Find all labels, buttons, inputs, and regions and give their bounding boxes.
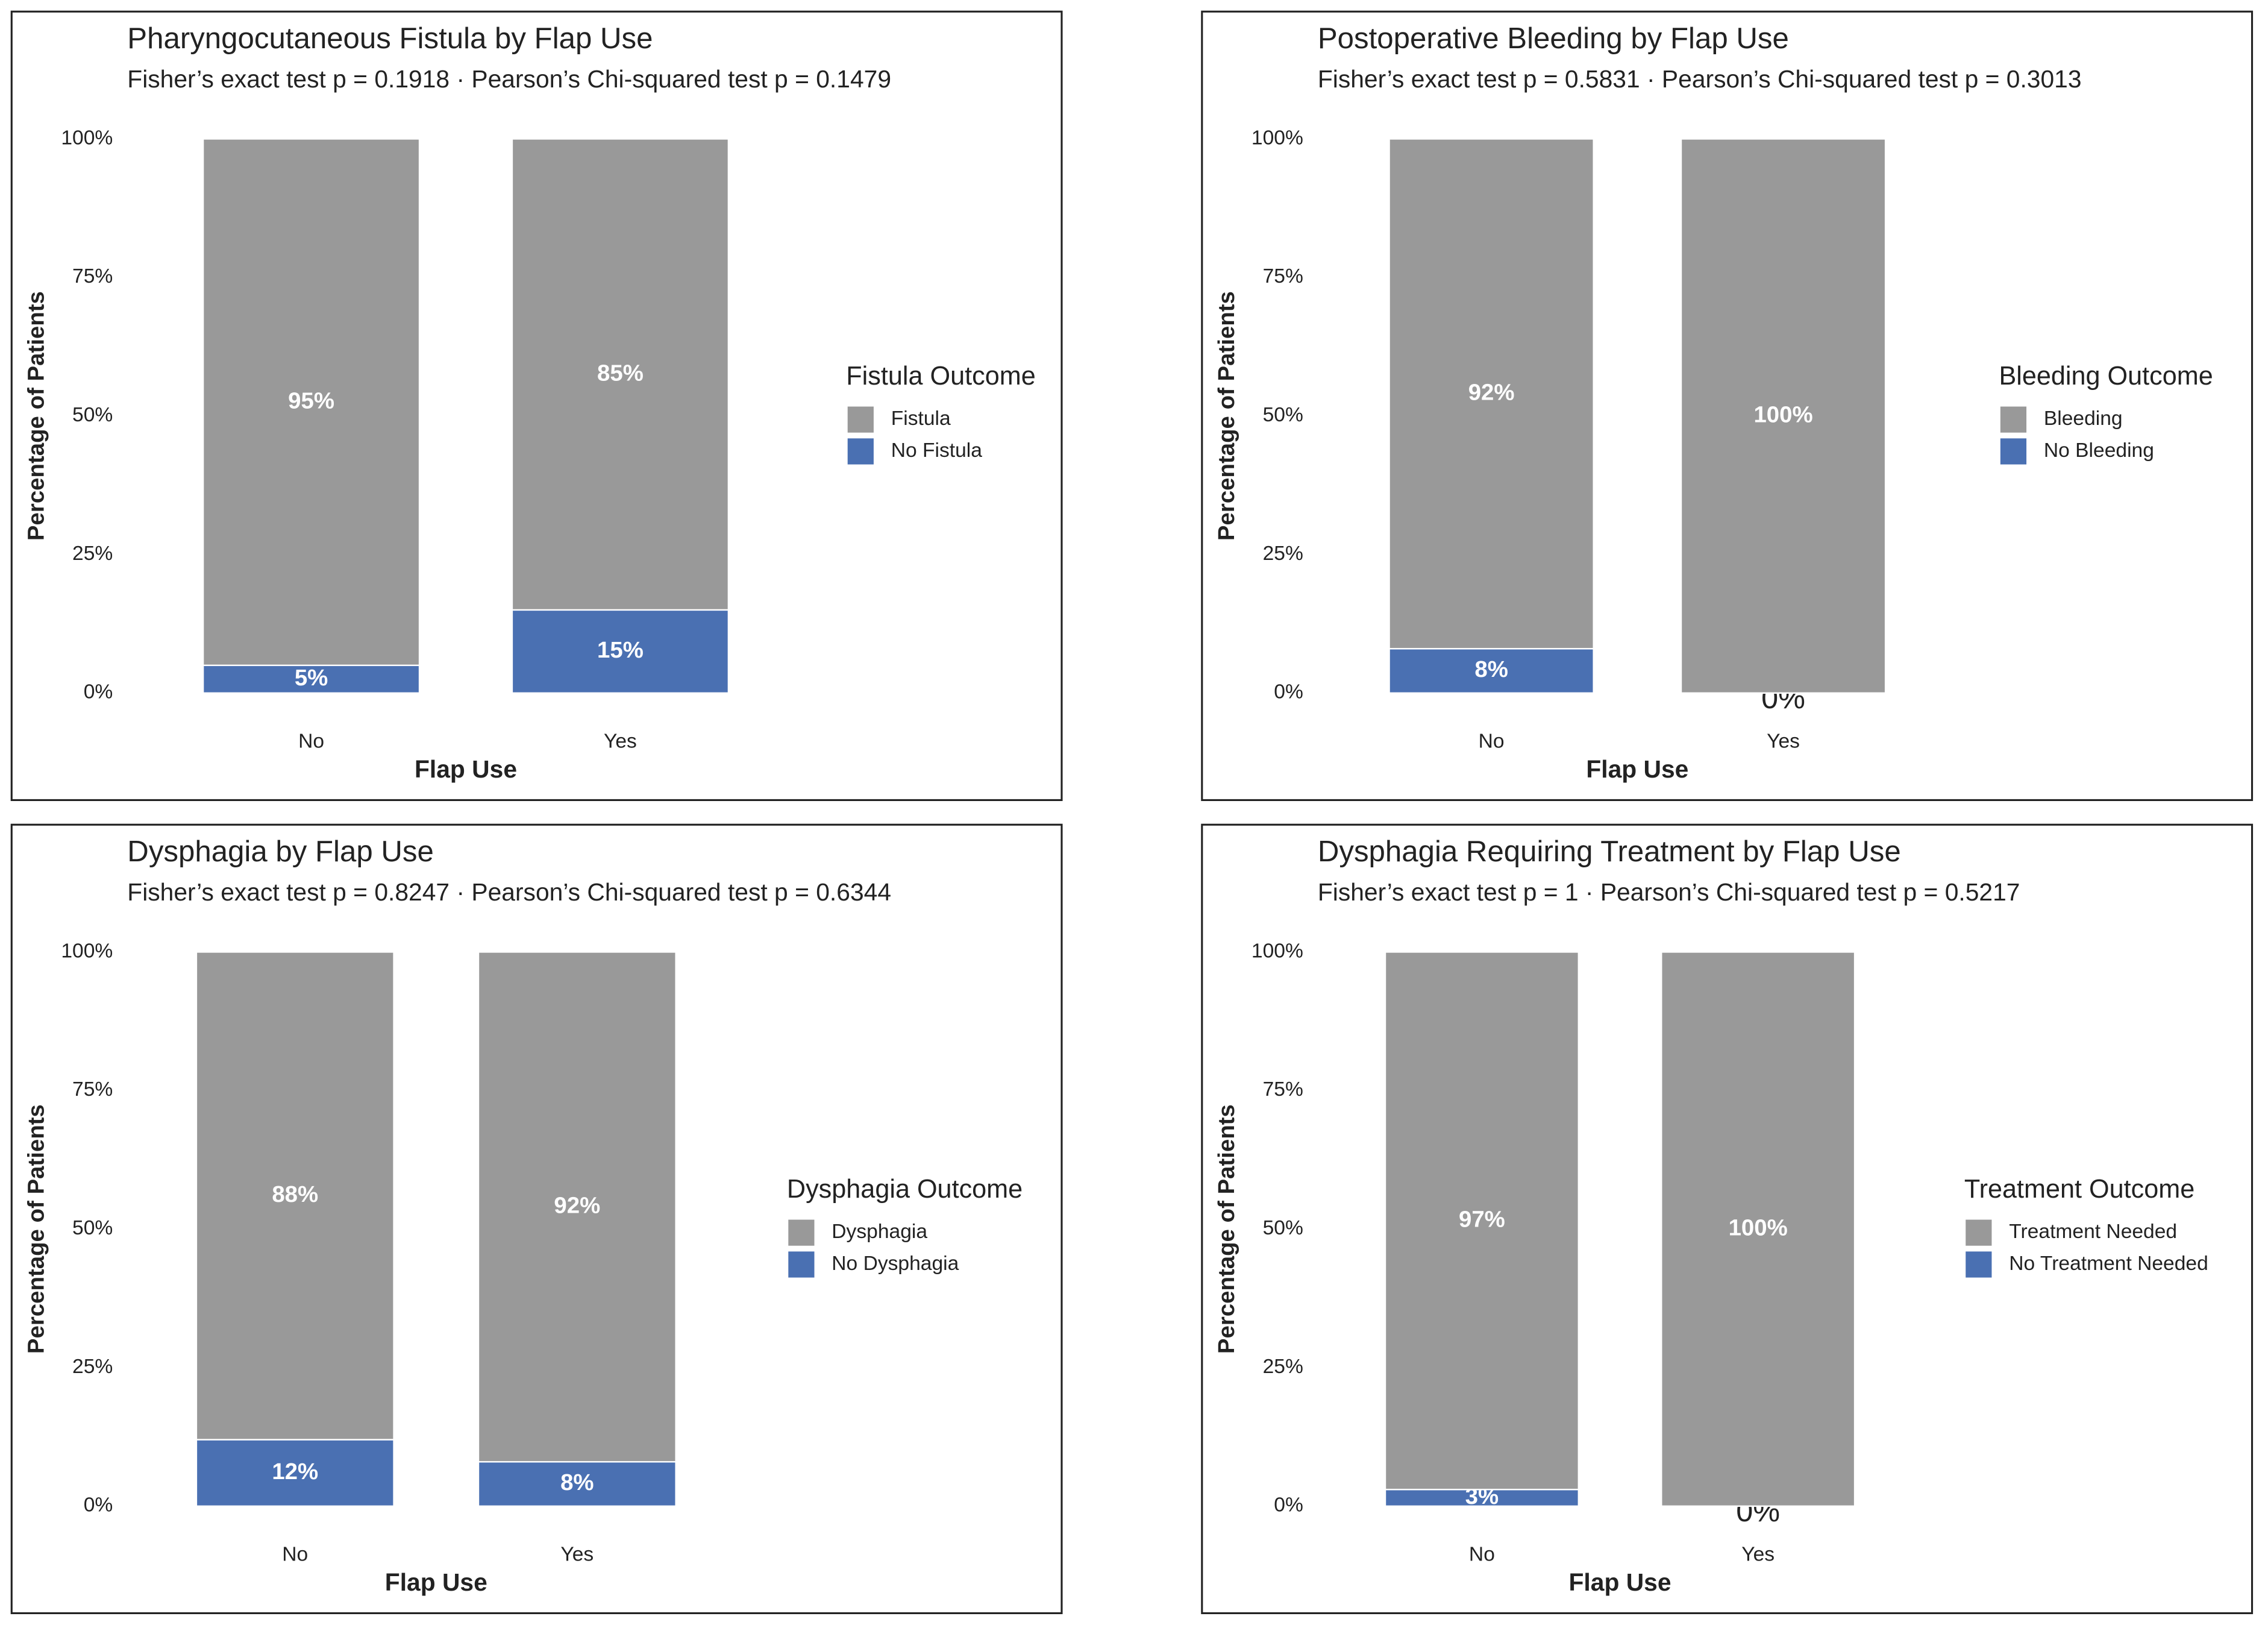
legend-key bbox=[1966, 1251, 1992, 1278]
y-tick-label: 75% bbox=[72, 1078, 113, 1101]
legend-label: No Treatment Needed bbox=[2009, 1252, 2208, 1275]
chart-panel: Dysphagia Requiring Treatment by Flap Us… bbox=[1201, 823, 2254, 1615]
legend-key bbox=[788, 1219, 815, 1246]
y-tick-label: 0% bbox=[1274, 1494, 1303, 1516]
y-tick-label: 100% bbox=[1251, 127, 1303, 149]
value-label: 97% bbox=[1459, 1207, 1505, 1233]
chart-panel: Pharyngocutaneous Fistula by Flap Use Fis… bbox=[10, 10, 1063, 801]
x-tick-label: Yes bbox=[1741, 1543, 1775, 1565]
y-tick-label: 75% bbox=[1263, 265, 1303, 288]
x-axis-title: Flap Use bbox=[1586, 755, 1688, 783]
legend-label: No Fistula bbox=[891, 439, 983, 462]
bar-segment bbox=[202, 138, 421, 667]
x-tick-label: Yes bbox=[1767, 730, 1800, 752]
x-axis-title: Flap Use bbox=[1569, 1568, 1671, 1596]
chart-panel: Dysphagia by Flap Use Fisher’s exact test… bbox=[10, 823, 1063, 1615]
y-tick-label: 75% bbox=[1263, 1078, 1303, 1101]
bar-segment bbox=[1388, 138, 1594, 650]
chart-title: Dysphagia Requiring Treatment by Flap Us… bbox=[1318, 835, 1901, 868]
legend-label: No Bleeding bbox=[2044, 439, 2154, 462]
value-label: 15% bbox=[597, 637, 644, 663]
chart-subtitle: Fisher’s exact test p = 0.1918 · Pearson… bbox=[127, 65, 891, 93]
y-tick-label: 100% bbox=[61, 127, 113, 149]
legend-key bbox=[788, 1251, 815, 1278]
y-tick-label: 0% bbox=[84, 681, 113, 703]
y-tick-label: 25% bbox=[72, 542, 113, 565]
chart-subtitle: Fisher’s exact test p = 1 · Pearson’s Ch… bbox=[1318, 878, 2020, 906]
bar-segment bbox=[511, 138, 730, 611]
value-label: 92% bbox=[554, 1193, 600, 1219]
legend-title: Bleeding Outcome bbox=[1999, 362, 2213, 391]
x-tick-label: Yes bbox=[560, 1543, 594, 1565]
chart-subtitle: Fisher’s exact test p = 0.5831 · Pearson… bbox=[1318, 65, 2082, 93]
y-tick-label: 50% bbox=[1263, 1217, 1303, 1239]
x-tick-label: Yes bbox=[604, 730, 637, 752]
bar-segment bbox=[477, 1461, 677, 1507]
y-tick-label: 75% bbox=[72, 265, 113, 288]
value-label: 5% bbox=[295, 665, 328, 691]
y-tick-label: 0% bbox=[84, 1494, 113, 1516]
bar-segment bbox=[1680, 138, 1887, 694]
chart-title: Postoperative Bleeding by Flap Use bbox=[1318, 22, 1789, 55]
value-label: 8% bbox=[560, 1469, 594, 1495]
y-tick-label: 0% bbox=[1274, 681, 1303, 703]
legend-label: Treatment Needed bbox=[2009, 1221, 2177, 1243]
bar-segment bbox=[195, 951, 395, 1441]
x-axis-title: Flap Use bbox=[385, 1568, 487, 1596]
value-label: 85% bbox=[597, 360, 644, 386]
y-tick-label: 100% bbox=[1251, 940, 1303, 962]
bar-segment bbox=[1661, 951, 1856, 1507]
y-tick-label: 25% bbox=[1263, 542, 1303, 565]
x-tick-label: No bbox=[1469, 1543, 1495, 1565]
legend-label: Fistula bbox=[891, 407, 951, 430]
legend-label: Dysphagia bbox=[832, 1221, 927, 1243]
legend-key bbox=[2000, 438, 2027, 465]
value-label: 100% bbox=[1753, 401, 1812, 427]
y-axis-title: Percentage of Patients bbox=[1214, 1104, 1239, 1354]
y-tick-label: 100% bbox=[61, 940, 113, 962]
chart-title: Dysphagia by Flap Use bbox=[127, 835, 434, 868]
chart-subtitle: Fisher’s exact test p = 0.8247 · Pearson… bbox=[127, 878, 891, 906]
bar-segment bbox=[1384, 951, 1580, 1491]
value-label: 88% bbox=[272, 1181, 318, 1207]
x-tick-label: No bbox=[1479, 730, 1505, 752]
legend-label: No Dysphagia bbox=[832, 1252, 959, 1275]
legend-key bbox=[1966, 1219, 1992, 1246]
bar-segment bbox=[511, 609, 730, 694]
bar-segment bbox=[1384, 1489, 1580, 1507]
bar-segment bbox=[1388, 648, 1594, 694]
x-tick-label: No bbox=[298, 730, 324, 752]
x-axis-title: Flap Use bbox=[415, 755, 517, 783]
legend-label: Bleeding bbox=[2044, 407, 2123, 430]
y-tick-label: 50% bbox=[72, 1217, 113, 1239]
bar-segment bbox=[202, 664, 421, 694]
value-label: 92% bbox=[1468, 379, 1515, 405]
value-label: 8% bbox=[1474, 656, 1508, 682]
legend-key bbox=[2000, 406, 2027, 433]
bar-segment bbox=[195, 1439, 395, 1507]
chart-panel: Postoperative Bleeding by Flap Use Fisher… bbox=[1201, 10, 2254, 801]
y-axis-title: Percentage of Patients bbox=[23, 1104, 49, 1354]
legend-key bbox=[847, 438, 874, 465]
x-tick-label: No bbox=[282, 1543, 308, 1565]
y-tick-label: 50% bbox=[1263, 404, 1303, 426]
bar-segment bbox=[477, 951, 677, 1463]
value-label: 95% bbox=[288, 388, 334, 413]
legend-title: Treatment Outcome bbox=[1964, 1175, 2194, 1204]
y-axis-title: Percentage of Patients bbox=[1214, 291, 1239, 541]
y-tick-label: 25% bbox=[72, 1356, 113, 1378]
y-tick-label: 50% bbox=[72, 404, 113, 426]
value-label: 100% bbox=[1729, 1215, 1788, 1240]
value-label: 12% bbox=[272, 1459, 318, 1485]
legend-title: Dysphagia Outcome bbox=[787, 1175, 1023, 1204]
chart-title: Pharyngocutaneous Fistula by Flap Use bbox=[127, 22, 653, 55]
y-axis-title: Percentage of Patients bbox=[23, 291, 49, 541]
legend-title: Fistula Outcome bbox=[846, 362, 1035, 391]
legend-key bbox=[847, 406, 874, 433]
y-tick-label: 25% bbox=[1263, 1356, 1303, 1378]
